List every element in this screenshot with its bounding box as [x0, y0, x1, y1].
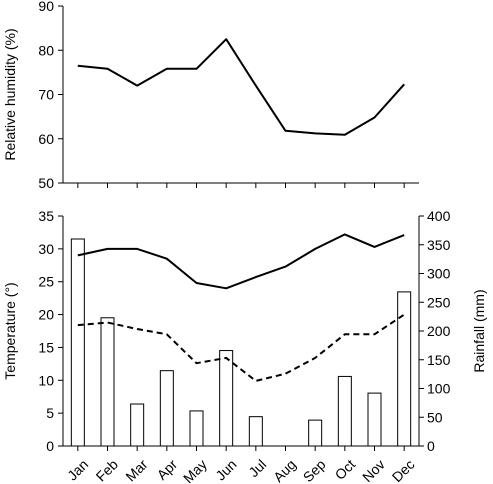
humidity-y-tick-label: 60	[38, 131, 54, 147]
temperature-y-tick-label: 25	[38, 274, 54, 290]
rainfall-bar	[130, 403, 145, 447]
rainfall-bar	[100, 317, 115, 447]
temperature-y-tick-label: 0	[46, 438, 54, 454]
temperature-y-tick-label: 5	[46, 405, 54, 421]
temperature-y-tick-label: 15	[38, 339, 54, 355]
humidity-y-tick-label: 90	[38, 0, 54, 14]
rainfall-y-tick-label: 150	[427, 352, 451, 368]
rainfall-bar	[219, 350, 234, 447]
month-x-tick-label: Sep	[300, 456, 329, 484]
rainfall-y-tick-label: 0	[427, 438, 435, 454]
rainfall-y-tick-label: 400	[427, 208, 451, 224]
rainfall-y-axis-title: Rainfall (mm)	[471, 289, 487, 372]
month-x-tick-label: Dec	[389, 456, 418, 484]
rainfall-bar	[367, 392, 382, 447]
rainfall-y-tick-label: 200	[427, 323, 451, 339]
temperature-y-tick-label: 10	[38, 372, 54, 388]
rainfall-bar	[70, 238, 85, 447]
rainfall-bar	[189, 410, 204, 447]
rainfall-y-tick-label: 50	[427, 409, 443, 425]
temperature-dashed-line	[77, 313, 405, 382]
temperature-y-tick-label: 35	[38, 208, 54, 224]
rainfall-bar	[159, 370, 174, 447]
temperature-solid-line	[77, 233, 405, 290]
rainfall-bar	[248, 416, 263, 447]
month-x-tick-label: May	[180, 456, 210, 484]
humidity-series-line	[77, 38, 405, 136]
humidity-y-tick-label: 70	[38, 87, 54, 103]
humidity-y-axis-title: Relative humidity (%)	[2, 28, 18, 160]
humidity-y-tick-label: 80	[38, 42, 54, 58]
month-x-tick-label: Jul	[245, 456, 269, 480]
rainfall-bar	[337, 375, 352, 447]
month-x-tick-label: Jun	[212, 456, 239, 483]
rainfall-y-tick-label: 100	[427, 381, 451, 397]
temperature-y-tick-label: 30	[38, 241, 54, 257]
temperature-y-tick-label: 20	[38, 307, 54, 323]
rainfall-y-tick-label: 350	[427, 237, 451, 253]
humidity-y-tick-label: 50	[38, 175, 54, 191]
month-x-tick-label: Mar	[122, 456, 151, 484]
month-x-tick-label: Oct	[332, 456, 359, 483]
month-x-tick-label: Jan	[64, 456, 91, 483]
month-x-tick-label: Nov	[359, 456, 388, 484]
rainfall-y-tick-label: 300	[427, 266, 451, 282]
month-x-tick-label: Feb	[93, 456, 122, 484]
temperature-y-axis-title: Temperature (°)	[2, 282, 18, 379]
month-x-tick-label: Aug	[270, 456, 299, 484]
month-x-tick-label: Apr	[154, 456, 181, 483]
rainfall-bar	[397, 291, 412, 447]
rainfall-bar	[308, 419, 323, 447]
rainfall-y-tick-label: 250	[427, 294, 451, 310]
